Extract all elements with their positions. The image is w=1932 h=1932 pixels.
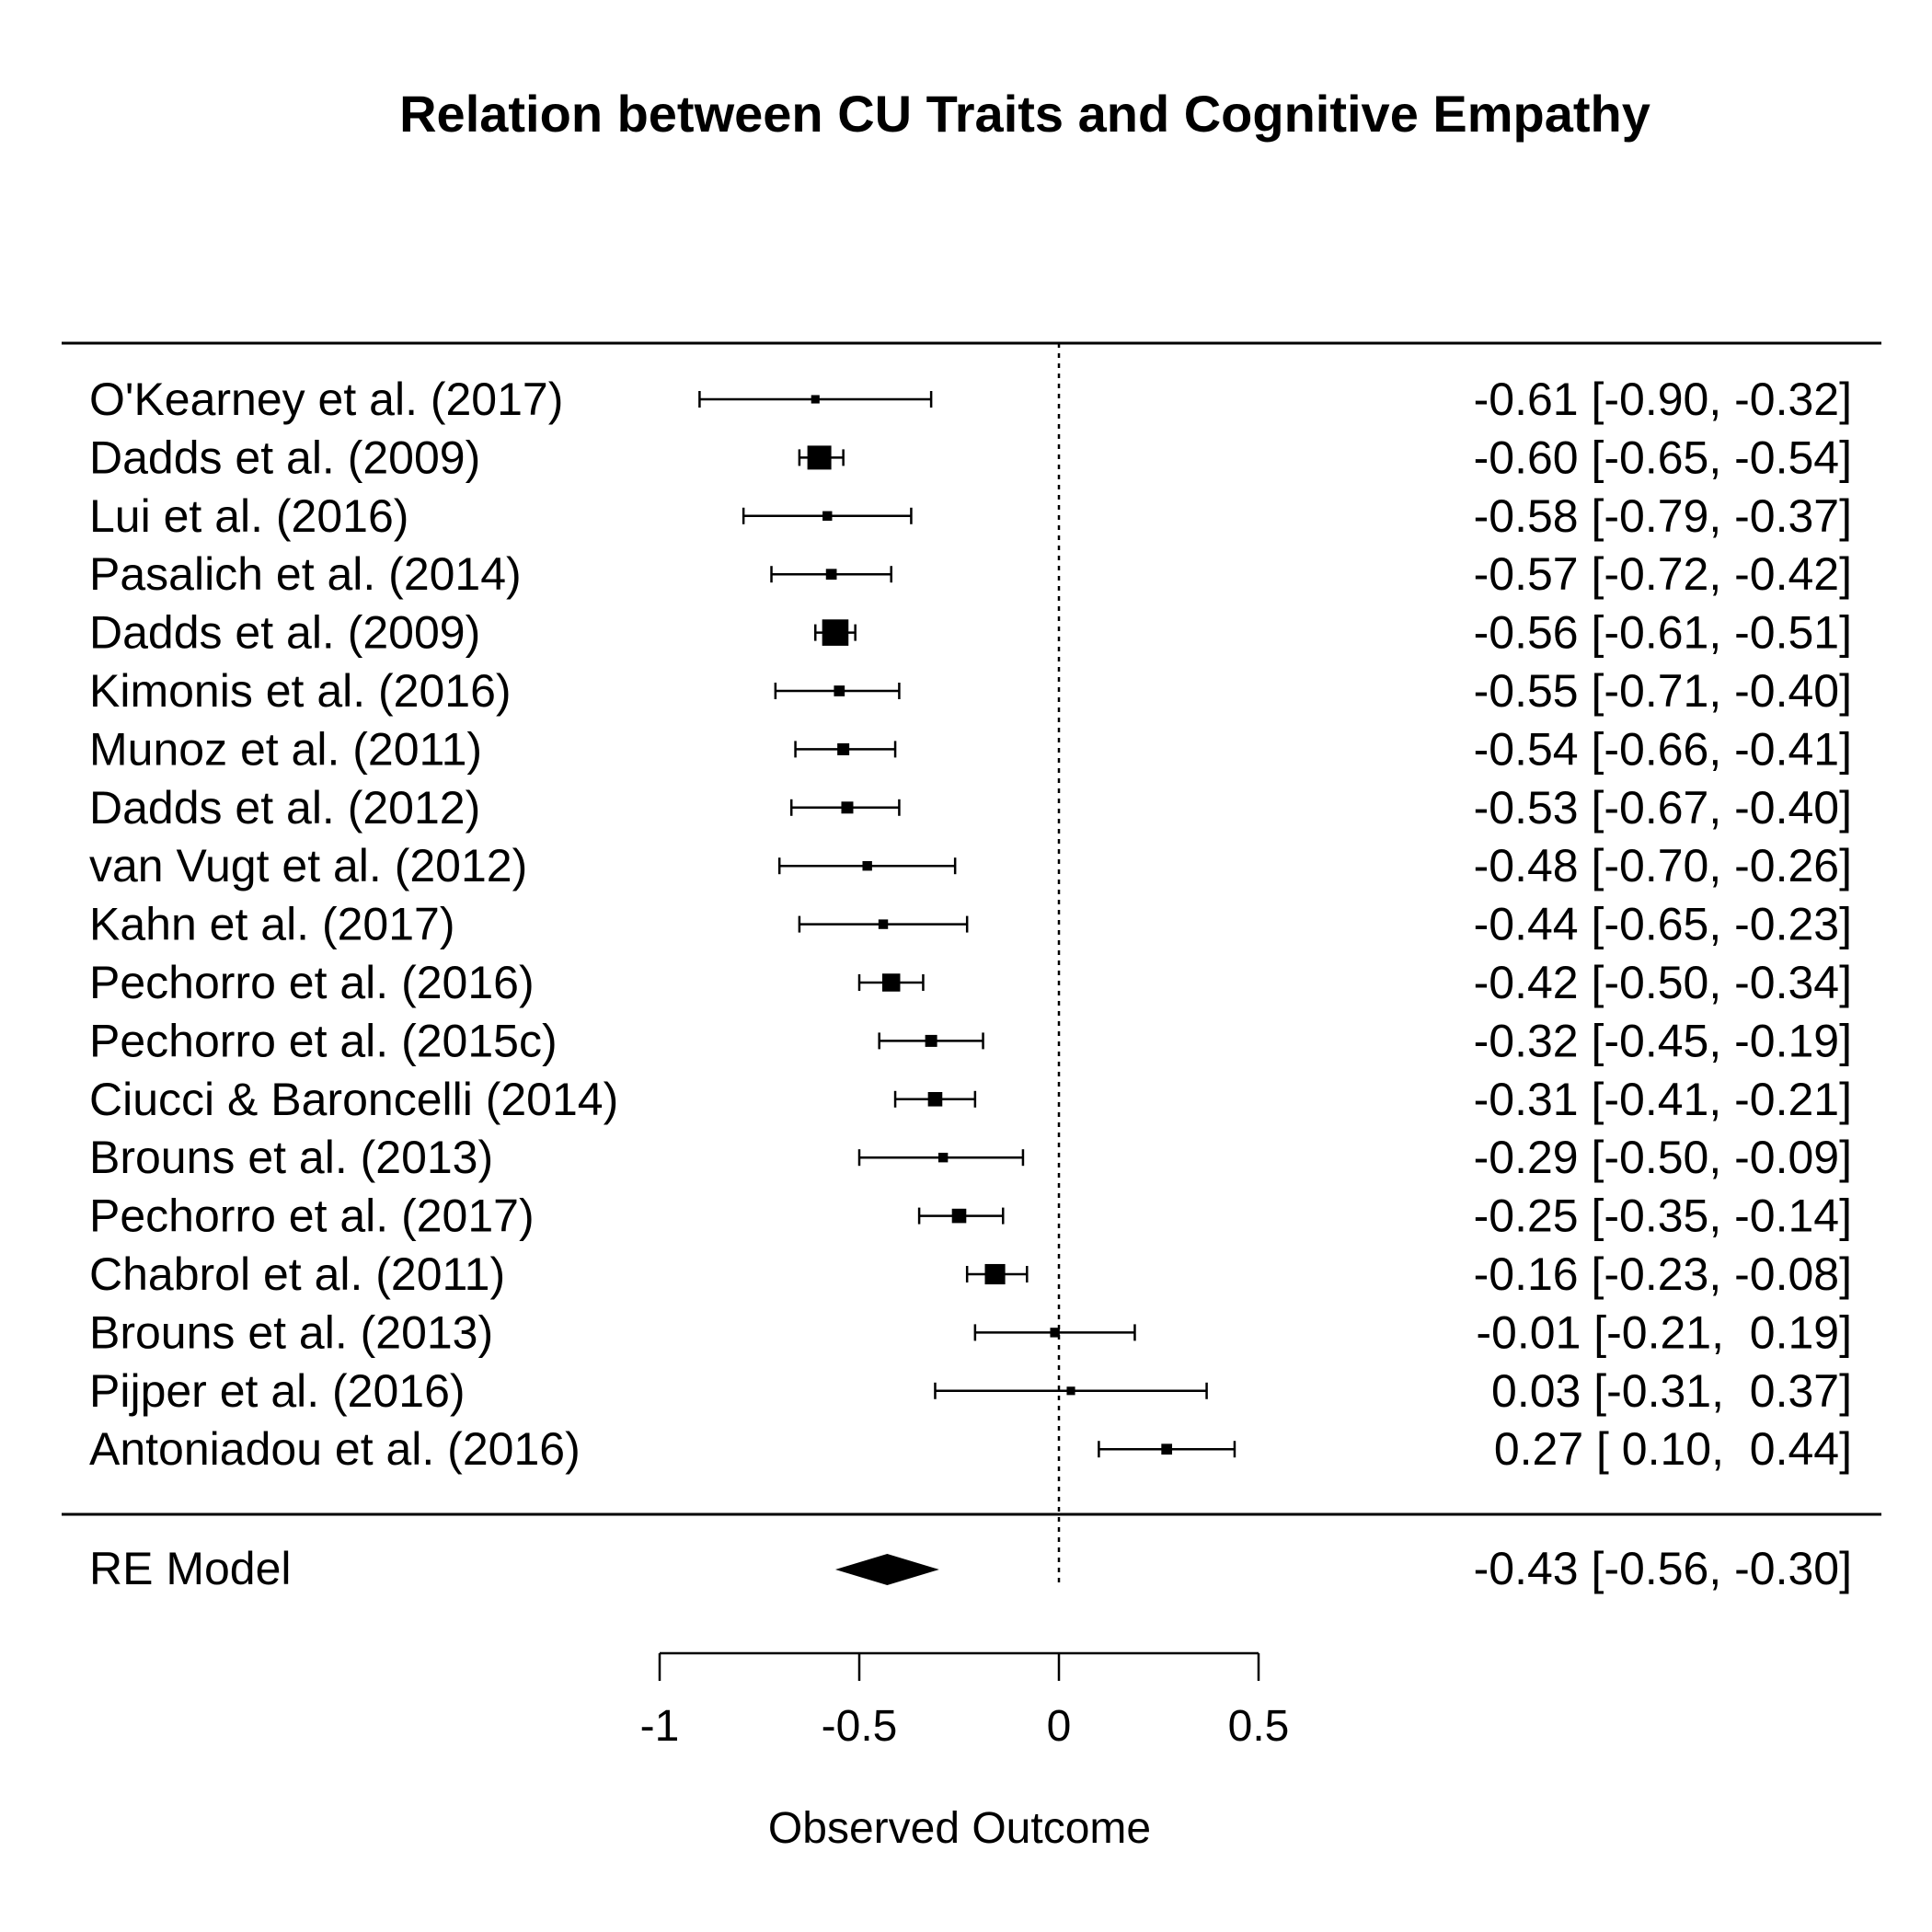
study-row: Dadds et al. (2009) -0.60 [-0.65, -0.54] bbox=[89, 431, 1852, 483]
point-estimate bbox=[1066, 1386, 1075, 1396]
x-tick-label: -0.5 bbox=[822, 1702, 898, 1751]
study-label: Antoniadou et al. (2016) bbox=[89, 1423, 581, 1475]
point-estimate bbox=[822, 619, 849, 646]
point-estimate bbox=[862, 861, 872, 871]
ci-text: -0.01 [-0.21, 0.19] bbox=[1476, 1306, 1852, 1358]
study-label: Dadds et al. (2012) bbox=[89, 782, 480, 834]
study-row: Ciucci & Baroncelli (2014) -0.31 [-0.41, … bbox=[89, 1074, 1852, 1125]
ci-text: 0.03 [-0.31, 0.37] bbox=[1491, 1365, 1852, 1417]
study-row: Pechorro et al. (2015c) -0.32 [-0.45, -0.… bbox=[89, 1015, 1852, 1066]
study-row: Kahn et al. (2017) -0.44 [-0.65, -0.23] bbox=[89, 899, 1852, 950]
study-label: Brouns et al. (2013) bbox=[89, 1132, 493, 1183]
study-row: O'Kearney et al. (2017) -0.61 [-0.90, -0.… bbox=[89, 374, 1852, 425]
study-row: Pechorro et al. (2017) -0.25 [-0.35, -0.1… bbox=[89, 1190, 1852, 1242]
point-estimate bbox=[841, 801, 854, 814]
summary-ci-text: -0.43 [-0.56, -0.30] bbox=[1474, 1543, 1852, 1594]
point-estimate bbox=[807, 445, 832, 470]
chart-title: Relation between CU Traits and Cognitive… bbox=[399, 85, 1650, 143]
study-label: Pechorro et al. (2015c) bbox=[89, 1015, 558, 1066]
point-estimate bbox=[927, 1092, 943, 1107]
study-label: Pechorro et al. (2017) bbox=[89, 1190, 535, 1242]
ci-text: -0.55 [-0.71, -0.40] bbox=[1474, 665, 1852, 717]
point-estimate bbox=[984, 1263, 1006, 1285]
point-estimate bbox=[834, 685, 845, 696]
study-row: Munoz et al. (2011) -0.54 [-0.66, -0.41] bbox=[89, 723, 1852, 775]
study-label: Pechorro et al. (2016) bbox=[89, 957, 535, 1008]
study-label: Munoz et al. (2011) bbox=[89, 723, 482, 775]
study-label: Kimonis et al. (2016) bbox=[89, 665, 512, 717]
point-estimate bbox=[825, 569, 837, 581]
study-label: van Vugt et al. (2012) bbox=[89, 840, 527, 891]
point-estimate bbox=[881, 973, 901, 992]
study-label: Dadds et al. (2009) bbox=[89, 607, 480, 659]
point-estimate bbox=[1050, 1328, 1060, 1338]
ci-text: 0.27 [ 0.10, 0.44] bbox=[1494, 1423, 1852, 1475]
summary-row: RE Model -0.43 [-0.56, -0.30] bbox=[89, 1543, 1852, 1594]
point-estimate bbox=[937, 1153, 949, 1163]
point-estimate bbox=[1161, 1443, 1173, 1455]
study-rows: O'Kearney et al. (2017) -0.61 [-0.90, -0.… bbox=[89, 374, 1852, 1475]
study-label: Lui et al. (2016) bbox=[89, 490, 408, 542]
ci-text: -0.44 [-0.65, -0.23] bbox=[1474, 899, 1852, 950]
study-row: Kimonis et al. (2016) -0.55 [-0.71, -0.40… bbox=[89, 665, 1852, 717]
x-axis: -1 -0.5 0 0.5 bbox=[640, 1651, 1290, 1751]
study-row: Lui et al. (2016) -0.58 [-0.79, -0.37] bbox=[89, 490, 1852, 542]
study-label: Pijper et al. (2016) bbox=[89, 1365, 466, 1417]
study-row: Chabrol et al. (2011) -0.16 [-0.23, -0.08… bbox=[89, 1248, 1852, 1300]
ci-text: -0.56 [-0.61, -0.51] bbox=[1474, 607, 1852, 659]
x-tick-label: 0 bbox=[1047, 1702, 1072, 1751]
ci-text: -0.32 [-0.45, -0.19] bbox=[1474, 1015, 1852, 1066]
x-tick-label: -1 bbox=[640, 1702, 680, 1751]
ci-text: -0.48 [-0.70, -0.26] bbox=[1474, 840, 1852, 891]
study-label: O'Kearney et al. (2017) bbox=[89, 374, 563, 425]
summary-diamond bbox=[834, 1554, 939, 1585]
point-estimate bbox=[837, 742, 850, 755]
study-row: Pechorro et al. (2016) -0.42 [-0.50, -0.3… bbox=[89, 957, 1852, 1008]
point-estimate bbox=[925, 1034, 937, 1047]
ci-text: -0.53 [-0.67, -0.40] bbox=[1474, 782, 1852, 834]
ci-text: -0.57 [-0.72, -0.42] bbox=[1474, 548, 1852, 600]
study-label: Dadds et al. (2009) bbox=[89, 431, 480, 483]
ci-text: -0.61 [-0.90, -0.32] bbox=[1474, 374, 1852, 425]
study-row: Brouns et al. (2013) -0.29 [-0.50, -0.09] bbox=[89, 1132, 1852, 1183]
ci-text: -0.29 [-0.50, -0.09] bbox=[1474, 1132, 1852, 1183]
x-axis-label: Observed Outcome bbox=[768, 1804, 1151, 1853]
point-estimate bbox=[951, 1208, 967, 1224]
study-label: Pasalich et al. (2014) bbox=[89, 548, 522, 600]
ci-text: -0.16 [-0.23, -0.08] bbox=[1474, 1248, 1852, 1300]
ci-text: -0.42 [-0.50, -0.34] bbox=[1474, 957, 1852, 1008]
point-estimate bbox=[878, 919, 889, 929]
summary-label: RE Model bbox=[89, 1543, 292, 1594]
study-row: Antoniadou et al. (2016) 0.27 [ 0.10, 0.4… bbox=[89, 1423, 1852, 1475]
study-row: Pasalich et al. (2014) -0.57 [-0.72, -0.4… bbox=[89, 548, 1852, 600]
ci-text: -0.60 [-0.65, -0.54] bbox=[1474, 431, 1852, 483]
ci-text: -0.31 [-0.41, -0.21] bbox=[1474, 1074, 1852, 1125]
study-row: Dadds et al. (2009) -0.56 [-0.61, -0.51] bbox=[89, 607, 1852, 659]
study-label: Brouns et al. (2013) bbox=[89, 1306, 493, 1358]
point-estimate bbox=[811, 395, 820, 404]
point-estimate bbox=[822, 511, 833, 521]
study-label: Chabrol et al. (2011) bbox=[89, 1248, 505, 1300]
study-label: Kahn et al. (2017) bbox=[89, 899, 455, 950]
study-row: van Vugt et al. (2012) -0.48 [-0.70, -0.2… bbox=[89, 840, 1852, 891]
ci-text: -0.25 [-0.35, -0.14] bbox=[1474, 1190, 1852, 1242]
ci-text: -0.58 [-0.79, -0.37] bbox=[1474, 490, 1852, 542]
study-row: Pijper et al. (2016) 0.03 [-0.31, 0.37] bbox=[89, 1365, 1852, 1417]
study-row: Brouns et al. (2013) -0.01 [-0.21, 0.19] bbox=[89, 1306, 1852, 1358]
ci-text: -0.54 [-0.66, -0.41] bbox=[1474, 723, 1852, 775]
x-tick-label: 0.5 bbox=[1228, 1702, 1290, 1751]
study-label: Ciucci & Baroncelli (2014) bbox=[89, 1074, 618, 1125]
study-row: Dadds et al. (2012) -0.53 [-0.67, -0.40] bbox=[89, 782, 1852, 834]
